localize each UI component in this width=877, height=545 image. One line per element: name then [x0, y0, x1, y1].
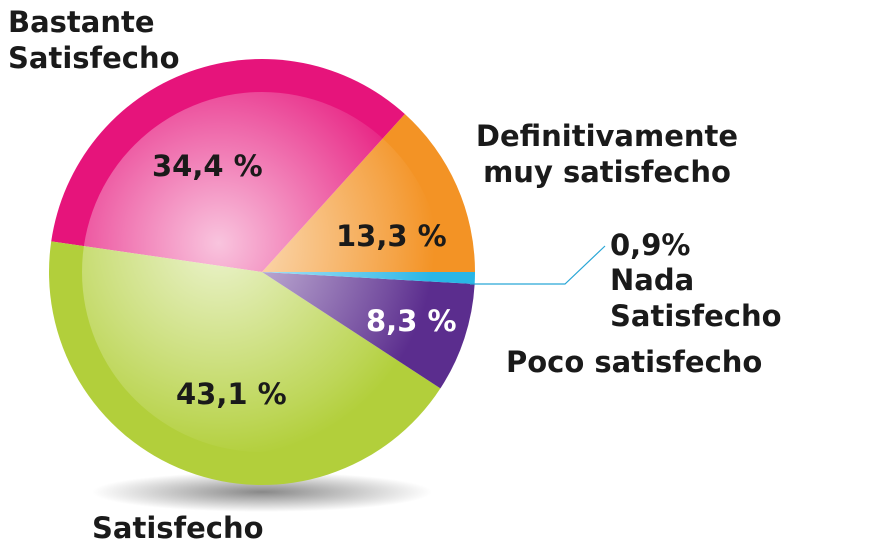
value-label: 13,3 % — [336, 219, 447, 253]
category-label: Definitivamente muy satisfecho — [475, 119, 739, 189]
pie-highlight — [82, 92, 442, 452]
pie-shadow — [92, 472, 432, 512]
category-label: Nada Satisfecho — [610, 263, 782, 333]
value-label: 0,9% — [610, 228, 691, 262]
leader-line — [470, 245, 606, 285]
value-label: 43,1 % — [176, 377, 287, 411]
category-label: Bastante Satisfecho — [8, 5, 180, 75]
category-label: Satisfecho — [92, 511, 264, 545]
value-label: 8,3 % — [366, 304, 457, 338]
category-label: Poco satisfecho — [506, 345, 763, 379]
value-label: 34,4 % — [152, 149, 263, 183]
